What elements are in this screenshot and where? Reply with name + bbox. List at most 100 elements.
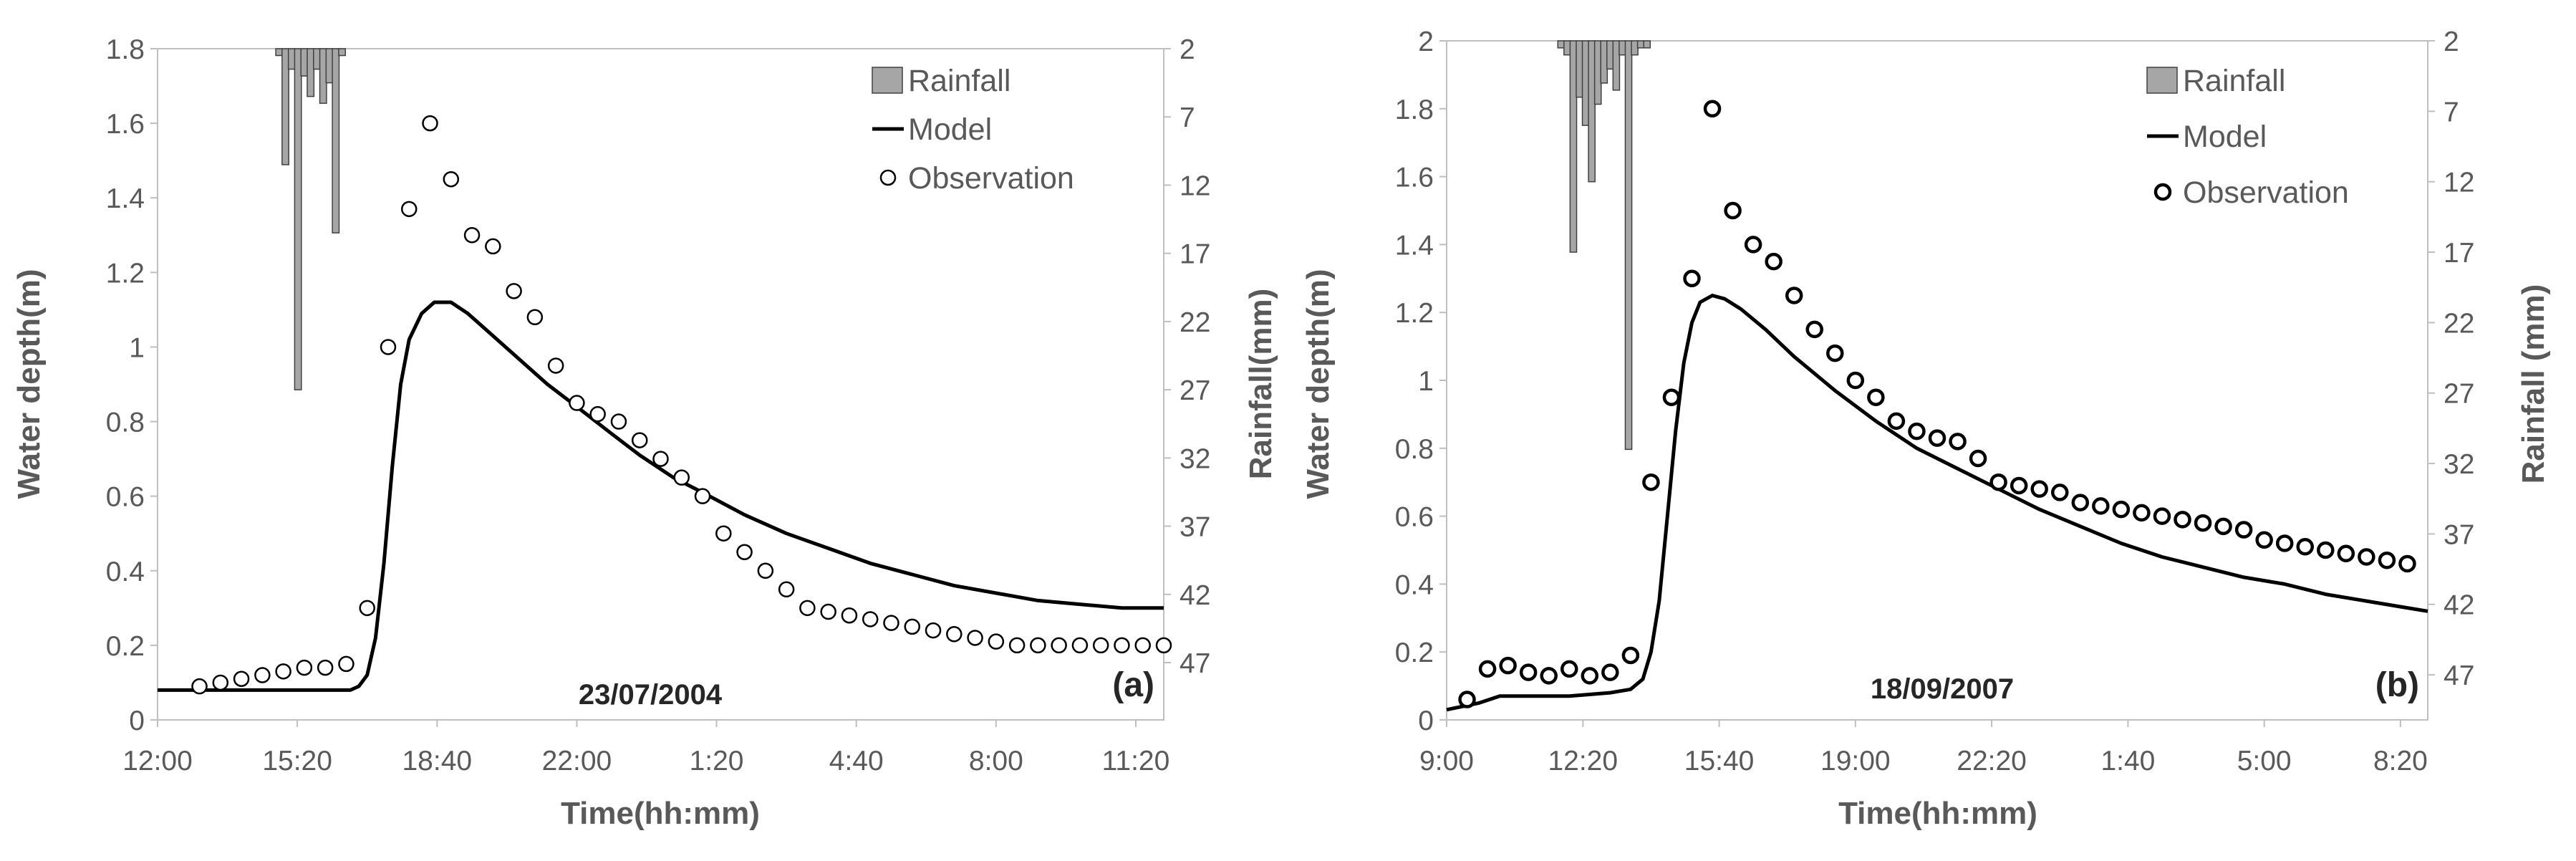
observation-point xyxy=(2010,476,2028,495)
observation-point xyxy=(2174,511,2191,529)
observation-point xyxy=(443,170,460,188)
date-label: 23/07/2004 xyxy=(579,679,723,711)
legend-label-model: Model xyxy=(2183,120,2267,154)
y-right-tick-label: 32 xyxy=(2444,449,2474,480)
observation-point xyxy=(422,115,438,132)
y-left-axis-title: Water depth(m) xyxy=(1301,269,1336,499)
y-right-tick-label: 37 xyxy=(1180,512,1210,543)
observation-point xyxy=(2358,548,2375,566)
observation-point xyxy=(2030,480,2048,498)
y-left-axis-title: Water depth(m) xyxy=(11,269,47,499)
y-right-tick-label: 22 xyxy=(2444,308,2474,339)
observation-point xyxy=(2398,554,2416,573)
observation-point xyxy=(1989,473,2007,491)
y-right-tick-label: 47 xyxy=(1180,648,1210,679)
y-right-tick-label: 47 xyxy=(2444,660,2474,691)
x-axis-title: Time(hh:mm) xyxy=(1838,796,2037,831)
x-tick-label: 11:20 xyxy=(1102,746,1170,776)
legend-label-observation: Observation xyxy=(2183,175,2349,210)
y-left-tick-label: 0 xyxy=(1418,706,1434,736)
observation-point xyxy=(1540,667,1558,685)
y-right-tick-label: 7 xyxy=(1180,102,1195,133)
observation-point xyxy=(1008,637,1026,654)
y-right-tick-label: 42 xyxy=(1180,580,1210,611)
observation-point xyxy=(1560,660,1578,678)
observation-point xyxy=(191,678,208,695)
y-left-tick-label: 0.8 xyxy=(106,408,145,438)
observation-point xyxy=(988,633,1005,650)
rainfall-bar xyxy=(1643,40,1651,49)
observation-point xyxy=(526,309,544,326)
observation-point xyxy=(757,562,774,579)
observation-point xyxy=(1114,637,1130,654)
y-right-tick-label: 27 xyxy=(2444,379,2474,410)
rainfall-bar xyxy=(338,48,347,57)
observation-point xyxy=(2337,544,2355,562)
model-line xyxy=(158,300,1164,692)
y-right-tick-label: 27 xyxy=(1180,375,1210,406)
x-tick-label: 18:40 xyxy=(402,746,472,776)
observation-point xyxy=(254,667,271,683)
legend-label-rainfall: Rainfall xyxy=(908,64,1010,98)
observation-point xyxy=(1642,473,1660,491)
y-left-tick-label: 2 xyxy=(1418,27,1434,57)
observation-point xyxy=(2234,521,2253,539)
x-tick-label: 22:20 xyxy=(1957,746,2027,776)
observation-point xyxy=(1846,371,1865,390)
x-tick-label: 12:20 xyxy=(1548,746,1618,776)
observation-point xyxy=(841,607,858,624)
observation-point xyxy=(1928,429,1947,447)
observation-point xyxy=(610,413,627,430)
observation-point xyxy=(2214,517,2232,536)
y-left-tick-label: 1.4 xyxy=(1395,230,1434,261)
rainfall-bar xyxy=(1631,40,1639,56)
rainfall-bar xyxy=(1581,40,1590,126)
x-tick-label: 15:20 xyxy=(262,746,332,776)
rainfall-bar xyxy=(319,48,327,104)
rainfall-bar xyxy=(1600,40,1608,84)
y-right-tick-label: 2 xyxy=(1180,34,1195,65)
y-right-tick-label: 12 xyxy=(1180,170,1210,201)
rainfall-bar xyxy=(1576,40,1583,98)
legend-rainfall-swatch xyxy=(2146,67,2178,94)
model-line xyxy=(1446,294,2428,712)
rainfall-bar xyxy=(307,48,315,97)
observation-point xyxy=(1805,320,1823,339)
y-left-tick-label: 1.8 xyxy=(106,34,145,65)
y-right-tick-label: 17 xyxy=(1180,239,1210,270)
observation-point xyxy=(631,432,648,448)
y-right-tick-label: 22 xyxy=(1180,307,1210,338)
observation-point xyxy=(1519,663,1538,681)
x-axis-title: Time(hh:mm) xyxy=(561,796,760,831)
observation-point xyxy=(2317,541,2335,559)
observation-point xyxy=(2112,500,2131,519)
y-right-axis-title: Rainfall(mm) xyxy=(1243,289,1278,479)
x-tick-label: 1:40 xyxy=(2100,746,2155,776)
y-left-tick-label: 1 xyxy=(129,332,145,363)
rainfall-bar xyxy=(300,48,309,77)
rainfall-bar xyxy=(1593,40,1602,105)
panel-label: (b) xyxy=(2375,666,2419,704)
observation-point xyxy=(778,581,795,598)
observation-point xyxy=(1092,637,1109,654)
observation-point xyxy=(212,674,229,691)
observation-point xyxy=(589,405,606,423)
y-left-tick-label: 1 xyxy=(1418,366,1434,397)
rainfall-bar xyxy=(294,48,302,390)
x-tick-label: 5:00 xyxy=(2237,746,2292,776)
observation-point xyxy=(1662,388,1681,406)
observation-point xyxy=(359,600,375,617)
observation-point xyxy=(1155,637,1172,654)
observation-point xyxy=(694,488,711,504)
observation-point xyxy=(1724,201,1742,220)
observation-point xyxy=(233,670,250,687)
plot-frame xyxy=(157,48,1164,721)
observation-point xyxy=(904,618,920,635)
observation-point xyxy=(652,451,669,467)
y-right-tick-label: 2 xyxy=(2444,27,2459,57)
observation-point xyxy=(1908,422,1926,441)
legend-observation-swatch xyxy=(2153,183,2172,201)
observation-point xyxy=(506,283,522,299)
legend-label-model: Model xyxy=(908,112,992,147)
rainfall-bar xyxy=(1636,40,1645,49)
